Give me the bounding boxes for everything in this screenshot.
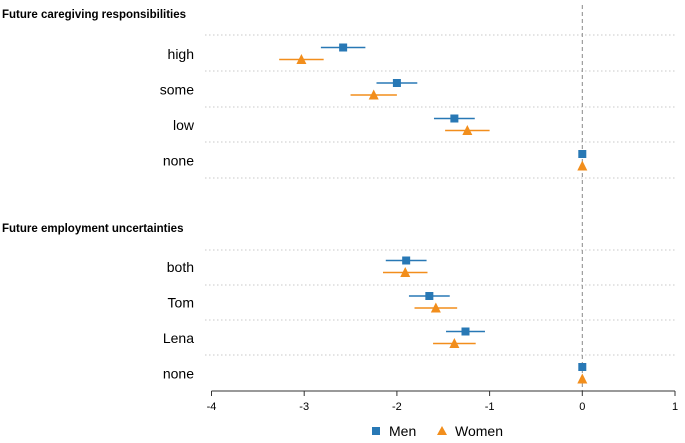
legend-label-men: Men — [389, 423, 416, 439]
group-title: Future caregiving responsibilities — [2, 9, 186, 21]
point-women — [296, 54, 307, 64]
legend-marker-men — [372, 427, 380, 435]
point-men — [461, 327, 470, 336]
point-men — [339, 43, 348, 52]
category-label: high — [168, 46, 194, 62]
x-tick-label: -1 — [485, 401, 495, 413]
category-label: low — [173, 117, 195, 133]
point-women — [368, 89, 379, 100]
point-men — [578, 150, 587, 158]
point-men — [392, 79, 401, 87]
data-marks — [279, 43, 588, 384]
category-label: some — [160, 82, 194, 98]
legend-marker-women — [437, 426, 447, 435]
point-men — [450, 114, 459, 123]
x-tick-label: -2 — [392, 401, 402, 413]
category-label: Lena — [163, 330, 194, 346]
x-axis: -4 -3 -2 -1 0 1 — [207, 390, 678, 413]
point-men — [578, 363, 587, 371]
point-women — [400, 267, 411, 277]
point-women — [449, 338, 460, 348]
legend-label-women: Women — [455, 423, 503, 439]
x-tick-label: -3 — [299, 401, 309, 413]
category-label: both — [167, 259, 194, 275]
category-label: none — [163, 366, 194, 382]
grid-lines — [205, 34, 675, 356]
point-women — [577, 160, 588, 171]
category-label: Tom — [168, 295, 194, 311]
category-labels: Future caregiving responsibilities high so… — [2, 9, 195, 382]
x-tick-label: 1 — [672, 401, 678, 413]
point-men — [425, 292, 434, 300]
group-title: Future employment uncertainties — [2, 223, 183, 235]
category-label: none — [163, 153, 194, 169]
legend: Men Women — [372, 423, 503, 439]
x-tick-label: 0 — [579, 401, 585, 413]
x-tick-label: -4 — [207, 401, 217, 413]
point-women — [462, 125, 473, 135]
point-men — [402, 256, 411, 265]
point-women — [577, 373, 588, 384]
point-women — [430, 302, 441, 313]
